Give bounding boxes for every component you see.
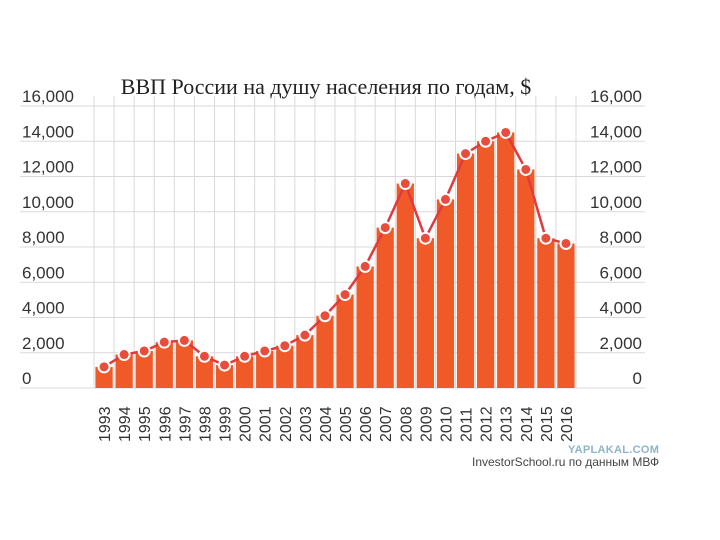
data-point <box>278 339 292 353</box>
data-point <box>338 288 352 302</box>
data-point <box>438 192 452 206</box>
data-point <box>559 236 573 250</box>
bar <box>356 266 374 388</box>
x-tick-label: 2007 <box>378 406 395 442</box>
x-tick-label: 2000 <box>238 406 255 442</box>
data-point <box>197 349 211 363</box>
x-tick-label: 1999 <box>218 406 235 442</box>
bar <box>456 153 475 388</box>
x-tick-label: 2016 <box>559 406 576 442</box>
x-tick-label: 1994 <box>117 406 134 442</box>
x-tick-label: 2015 <box>539 406 556 442</box>
y-tick-label-right: 0 <box>633 369 642 388</box>
bar <box>537 238 555 388</box>
y-tick-label-left: 4,000 <box>22 299 65 318</box>
data-point <box>298 328 312 342</box>
y-tick-label-right: 16,000 <box>590 87 642 106</box>
y-tick-label-right: 4,000 <box>599 299 642 318</box>
y-tick-label-right: 12,000 <box>590 158 642 177</box>
data-point <box>318 309 332 323</box>
data-point <box>358 259 372 273</box>
data-point <box>97 360 111 374</box>
x-tick-label: 2005 <box>338 406 355 442</box>
y-tick-label-left: 6,000 <box>22 263 65 282</box>
bar <box>215 365 234 388</box>
data-point <box>238 349 252 363</box>
data-point <box>218 358 232 372</box>
y-tick-label-left: 10,000 <box>22 193 74 212</box>
y-tick-label-left: 12,000 <box>22 158 74 177</box>
y-tick-label-right: 6,000 <box>599 263 642 282</box>
x-tick-label: 2008 <box>398 406 415 442</box>
x-tick-label: 1998 <box>197 406 214 442</box>
x-tick-label: 2003 <box>298 406 315 442</box>
x-tick-label: 1993 <box>97 406 114 442</box>
y-tick-label-right: 14,000 <box>590 122 642 141</box>
y-tick-label-right: 10,000 <box>590 193 642 212</box>
y-tick-label-left: 0 <box>22 369 31 388</box>
bar <box>175 340 194 388</box>
x-tick-label: 2002 <box>278 406 295 442</box>
bar <box>557 243 575 388</box>
data-point <box>378 221 392 235</box>
x-tick-label: 2013 <box>499 406 516 442</box>
x-tick-label: 2009 <box>418 406 435 442</box>
data-point <box>157 335 171 349</box>
y-tick-label-left: 16,000 <box>22 87 74 106</box>
bar <box>115 354 133 388</box>
x-tick-label: 2010 <box>438 406 455 442</box>
bar <box>497 132 515 388</box>
bar <box>376 227 394 388</box>
y-tick-label-left: 8,000 <box>22 228 65 247</box>
source-note: InvestorSchool.ru по данным МВФ <box>472 455 660 469</box>
bar <box>235 356 254 388</box>
data-point <box>539 231 553 245</box>
bar <box>296 335 314 388</box>
bar <box>256 350 274 388</box>
bar <box>135 350 153 388</box>
data-point <box>177 333 191 347</box>
data-point <box>479 134 493 148</box>
x-tick-label: 1997 <box>177 406 194 442</box>
data-point <box>137 344 151 358</box>
x-tick-label: 2001 <box>258 406 275 442</box>
data-point <box>398 177 412 191</box>
bar <box>416 238 435 388</box>
bar <box>155 342 173 388</box>
data-point <box>459 147 473 161</box>
x-tick-label: 2006 <box>358 406 375 442</box>
bar <box>95 366 113 388</box>
chart-title: ВВП России на душу населения по годам, $ <box>120 74 532 99</box>
data-point <box>117 348 131 362</box>
data-point <box>258 344 272 358</box>
x-tick-label: 2014 <box>519 406 536 442</box>
bar <box>476 141 495 388</box>
x-tick-label: 2012 <box>479 406 496 442</box>
data-point <box>499 125 513 139</box>
bar <box>276 345 294 388</box>
x-tick-label: 1995 <box>137 406 154 442</box>
bar <box>396 183 414 388</box>
bar <box>517 169 535 388</box>
y-tick-label-left: 2,000 <box>22 334 65 353</box>
bar <box>316 315 334 388</box>
bar <box>336 294 354 388</box>
data-point <box>418 231 432 245</box>
x-tick-label: 2011 <box>459 407 476 442</box>
x-tick-label: 2004 <box>318 406 335 442</box>
watermark-text: YAPLAKAL.COM <box>568 444 660 456</box>
bar <box>436 199 455 388</box>
data-point <box>519 162 533 176</box>
y-tick-label-left: 14,000 <box>22 122 74 141</box>
bar <box>195 356 214 388</box>
y-tick-label-right: 2,000 <box>599 334 642 353</box>
x-tick-label: 1996 <box>157 406 174 442</box>
y-tick-label-right: 8,000 <box>599 228 642 247</box>
